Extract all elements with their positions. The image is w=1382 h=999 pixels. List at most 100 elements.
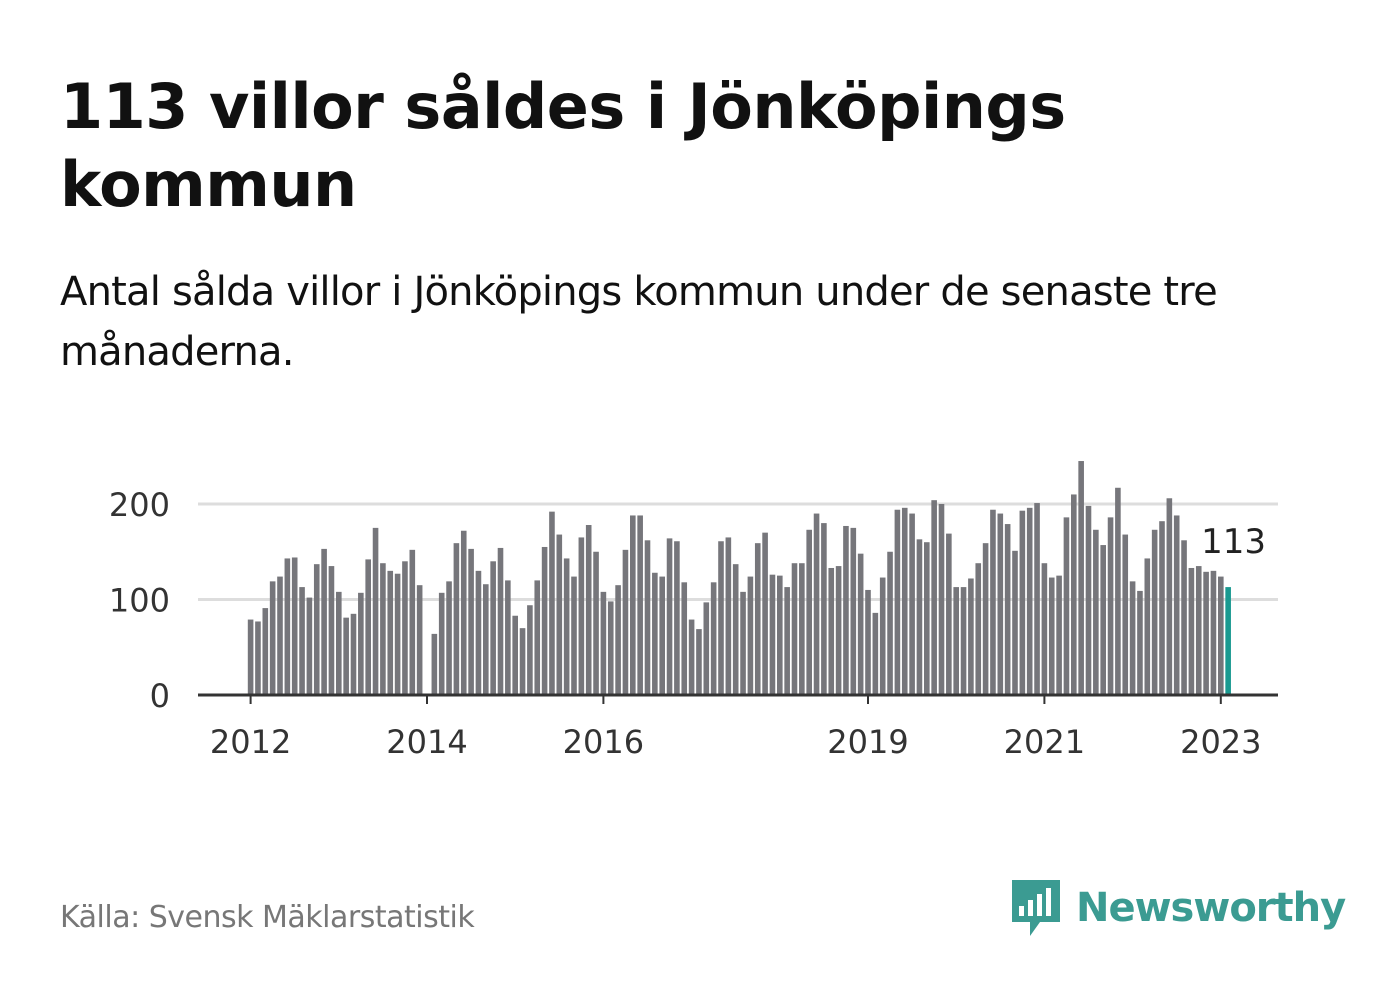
bar[interactable] bbox=[1122, 534, 1129, 695]
bar[interactable] bbox=[1063, 517, 1070, 695]
bar[interactable] bbox=[835, 566, 842, 695]
bar[interactable] bbox=[806, 529, 812, 695]
bar[interactable] bbox=[725, 537, 732, 695]
bar[interactable] bbox=[372, 527, 379, 696]
bar[interactable] bbox=[313, 564, 320, 695]
bar[interactable] bbox=[1012, 550, 1018, 695]
bar[interactable] bbox=[1041, 563, 1048, 695]
bar[interactable] bbox=[791, 563, 798, 695]
bar[interactable] bbox=[762, 532, 768, 695]
bar[interactable] bbox=[872, 612, 879, 695]
newsworthy-logo[interactable]: Newsworthy bbox=[1010, 878, 1346, 938]
bar[interactable] bbox=[299, 587, 305, 695]
bar[interactable] bbox=[1071, 494, 1077, 695]
bar[interactable] bbox=[674, 541, 680, 695]
bar[interactable] bbox=[894, 509, 901, 695]
bar[interactable] bbox=[630, 515, 636, 695]
bar[interactable] bbox=[703, 602, 710, 695]
bar[interactable] bbox=[607, 601, 614, 695]
bar[interactable] bbox=[262, 608, 269, 695]
bar[interactable] bbox=[585, 525, 592, 695]
bar-latest[interactable] bbox=[1225, 587, 1231, 695]
bar[interactable] bbox=[438, 592, 445, 695]
bar[interactable] bbox=[652, 572, 658, 695]
bar[interactable] bbox=[600, 591, 607, 695]
bar[interactable] bbox=[468, 548, 474, 695]
bar[interactable] bbox=[1195, 566, 1202, 695]
bar[interactable] bbox=[1093, 529, 1099, 695]
bar[interactable] bbox=[284, 558, 291, 695]
bar[interactable] bbox=[505, 580, 511, 695]
bar[interactable] bbox=[431, 633, 438, 695]
bar[interactable] bbox=[681, 582, 688, 695]
bar[interactable] bbox=[710, 582, 717, 695]
bar[interactable] bbox=[975, 563, 982, 695]
bar[interactable] bbox=[1210, 570, 1217, 695]
bar[interactable] bbox=[336, 591, 342, 695]
bar[interactable] bbox=[637, 515, 643, 695]
bar[interactable] bbox=[784, 587, 790, 695]
bar[interactable] bbox=[1107, 517, 1114, 695]
bar[interactable] bbox=[644, 540, 651, 695]
bar[interactable] bbox=[968, 578, 974, 695]
bar[interactable] bbox=[1019, 510, 1026, 695]
bar[interactable] bbox=[328, 566, 335, 695]
bar[interactable] bbox=[747, 576, 754, 695]
bar[interactable] bbox=[990, 509, 996, 695]
bar[interactable] bbox=[527, 605, 533, 695]
bar[interactable] bbox=[769, 574, 776, 695]
bar[interactable] bbox=[879, 577, 886, 695]
bar[interactable] bbox=[666, 538, 673, 695]
bar[interactable] bbox=[269, 581, 276, 695]
bar[interactable] bbox=[247, 619, 254, 695]
bar[interactable] bbox=[593, 551, 599, 695]
bar[interactable] bbox=[365, 559, 371, 695]
bar[interactable] bbox=[857, 553, 864, 695]
bar[interactable] bbox=[1166, 498, 1173, 695]
bar[interactable] bbox=[946, 533, 952, 695]
bar[interactable] bbox=[1115, 487, 1121, 695]
bar[interactable] bbox=[960, 587, 967, 695]
bar[interactable] bbox=[909, 513, 915, 695]
bar[interactable] bbox=[1181, 540, 1187, 695]
bar[interactable] bbox=[754, 543, 761, 695]
bar[interactable] bbox=[1026, 507, 1033, 695]
bar[interactable] bbox=[578, 537, 585, 695]
bar[interactable] bbox=[938, 504, 945, 695]
bar[interactable] bbox=[1188, 567, 1195, 695]
bar[interactable] bbox=[409, 549, 416, 695]
bar[interactable] bbox=[291, 557, 298, 695]
bar[interactable] bbox=[696, 629, 702, 695]
bar[interactable] bbox=[1004, 524, 1011, 695]
bar[interactable] bbox=[1159, 521, 1165, 695]
bar[interactable] bbox=[659, 576, 665, 695]
bar[interactable] bbox=[1085, 505, 1092, 695]
bar[interactable] bbox=[688, 619, 695, 695]
bar[interactable] bbox=[549, 511, 555, 695]
bar[interactable] bbox=[1056, 575, 1062, 696]
bar[interactable] bbox=[799, 563, 805, 695]
bar[interactable] bbox=[740, 591, 746, 695]
bar[interactable] bbox=[924, 542, 930, 695]
bar[interactable] bbox=[453, 543, 460, 695]
bar[interactable] bbox=[1034, 503, 1040, 695]
bar[interactable] bbox=[563, 558, 570, 695]
bar[interactable] bbox=[358, 592, 364, 695]
bar[interactable] bbox=[460, 530, 467, 695]
bar[interactable] bbox=[380, 563, 386, 695]
bar[interactable] bbox=[1129, 581, 1136, 695]
bar[interactable] bbox=[490, 561, 496, 695]
bar[interactable] bbox=[887, 551, 893, 695]
bar[interactable] bbox=[519, 628, 526, 695]
bar[interactable] bbox=[953, 587, 959, 695]
bar[interactable] bbox=[1203, 571, 1209, 695]
bar[interactable] bbox=[1173, 515, 1180, 695]
bar[interactable] bbox=[828, 567, 835, 695]
bar[interactable] bbox=[982, 543, 989, 695]
bar[interactable] bbox=[718, 541, 724, 695]
bar[interactable] bbox=[497, 547, 504, 695]
bar[interactable] bbox=[277, 576, 283, 695]
bar[interactable] bbox=[571, 576, 577, 695]
bar[interactable] bbox=[343, 617, 349, 695]
bar[interactable] bbox=[416, 585, 423, 695]
